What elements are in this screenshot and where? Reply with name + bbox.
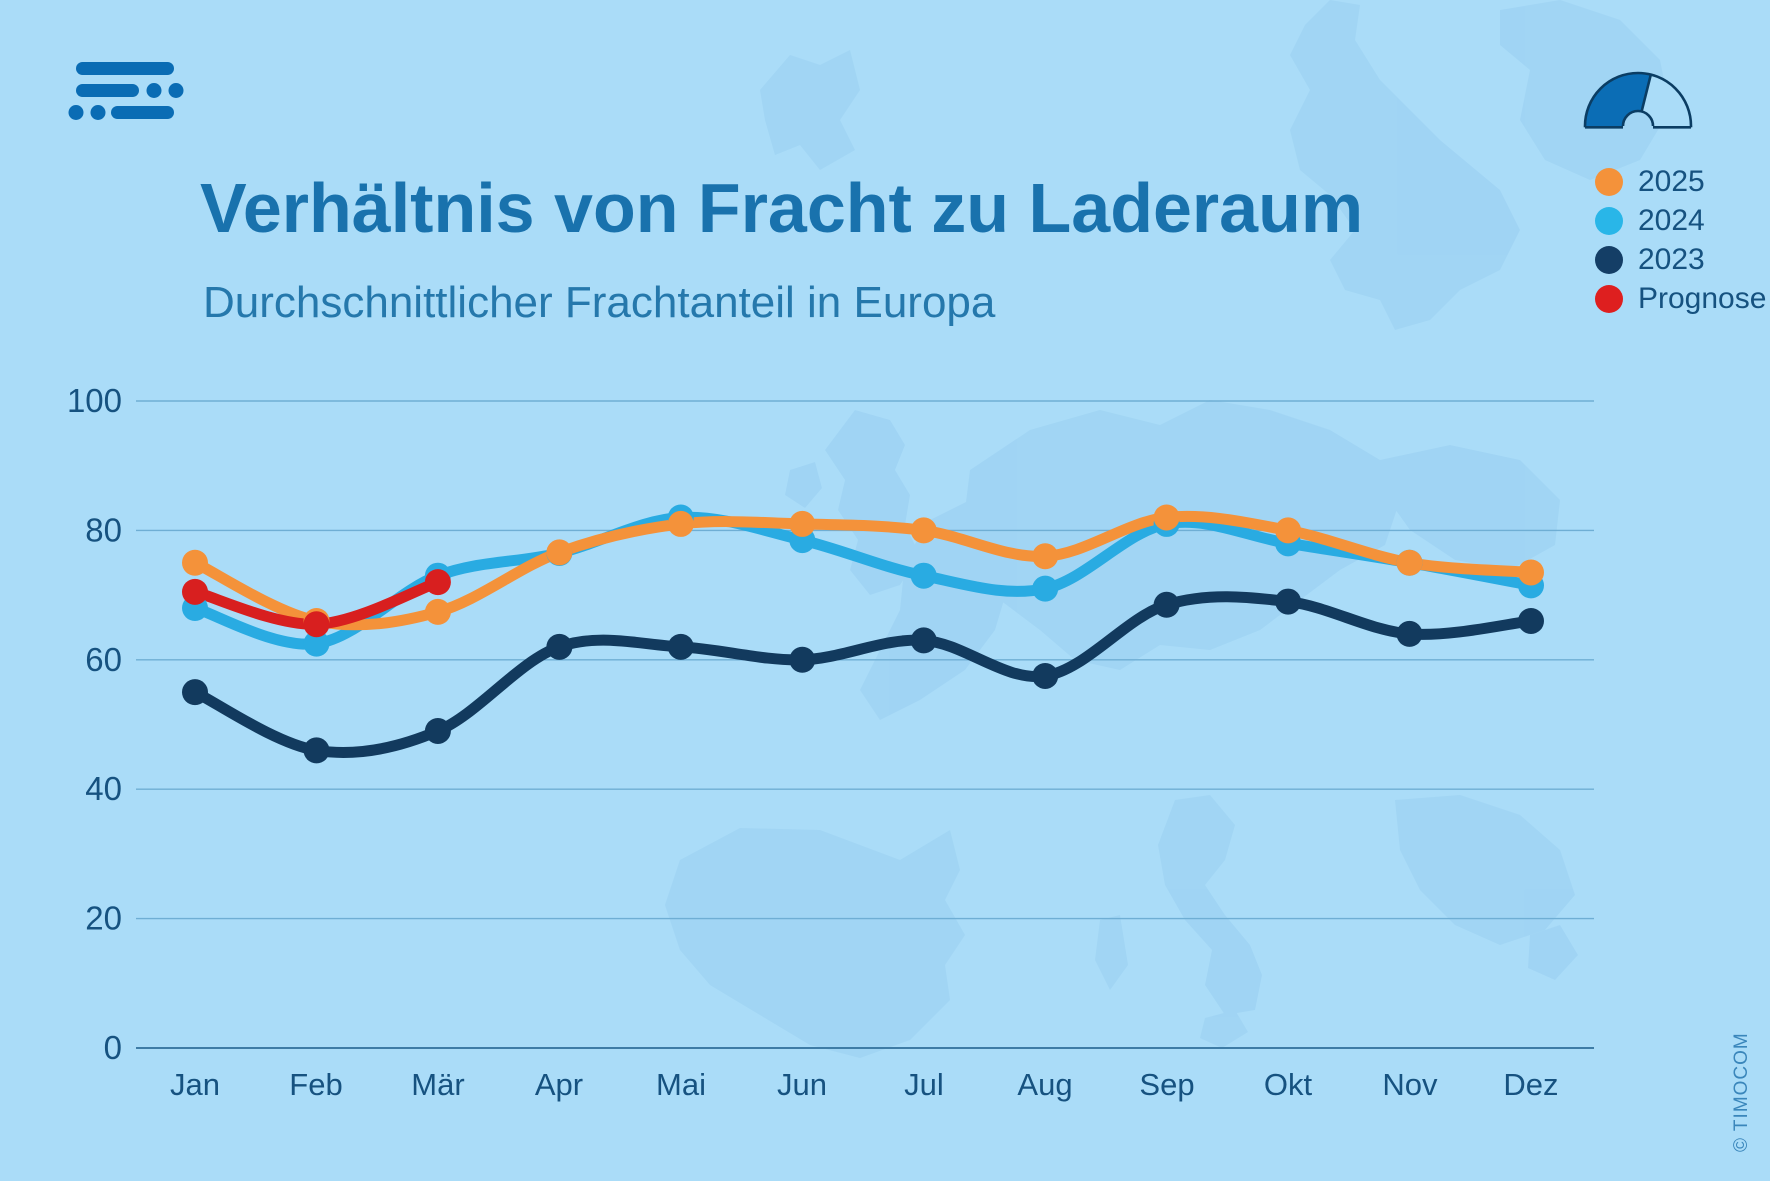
svg-text:Mär: Mär <box>411 1067 464 1102</box>
svg-text:Aug: Aug <box>1017 1067 1072 1102</box>
svg-text:40: 40 <box>85 770 122 807</box>
svg-text:Feb: Feb <box>289 1067 342 1102</box>
svg-text:Jun: Jun <box>777 1067 827 1102</box>
svg-text:100: 100 <box>67 382 122 419</box>
svg-text:Dez: Dez <box>1503 1067 1558 1102</box>
svg-text:Nov: Nov <box>1382 1067 1438 1102</box>
svg-text:60: 60 <box>85 641 122 678</box>
svg-text:0: 0 <box>104 1029 122 1066</box>
svg-text:Apr: Apr <box>535 1067 583 1102</box>
svg-text:Jul: Jul <box>904 1067 944 1102</box>
svg-text:Mai: Mai <box>656 1067 706 1102</box>
svg-text:Okt: Okt <box>1264 1067 1313 1102</box>
svg-text:Jan: Jan <box>170 1067 220 1102</box>
svg-text:80: 80 <box>85 511 122 548</box>
svg-text:20: 20 <box>85 900 122 937</box>
svg-text:Sep: Sep <box>1139 1067 1194 1102</box>
